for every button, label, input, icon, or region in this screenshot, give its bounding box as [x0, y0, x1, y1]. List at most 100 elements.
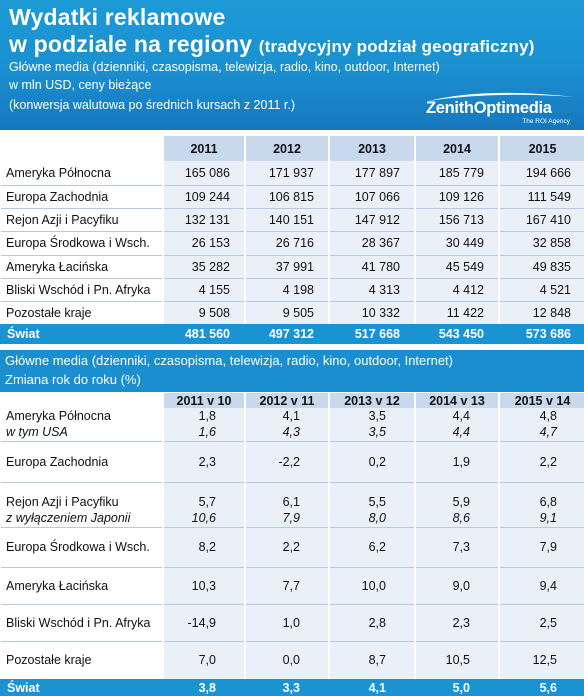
title-line2: w podziale na regiony (tradycyjny podzia… — [9, 31, 535, 58]
spend-header-row: 2011 2012 2013 2014 2015 — [1, 136, 584, 161]
cell-value: 109 126 — [415, 185, 499, 208]
cell-value: 49 835 — [499, 255, 584, 278]
cell-value: 1,6 — [163, 424, 245, 441]
total-label: Świat — [1, 679, 163, 696]
cell-value: 12 848 — [499, 301, 584, 324]
cell-value: 4 198 — [245, 278, 329, 301]
table-row: Ameryka Łacińska 35 282 37 991 41 780 45… — [1, 255, 584, 278]
table-row: Europa Zachodnia 109 244 106 815 107 066… — [1, 185, 584, 208]
total-row: Świat 481 560 497 312 517 668 543 450 57… — [1, 324, 584, 344]
cell-value: 177 897 — [329, 161, 415, 185]
cell-value: 4 521 — [499, 278, 584, 301]
table-row: Rejon Azji i Pacyfiku 132 131 140 151 14… — [1, 208, 584, 231]
row-label: z wyłączeniem Japonii — [1, 509, 163, 527]
change-table: 2011 v 10 2012 v 11 2013 v 12 2014 v 13 … — [0, 393, 584, 696]
table-row: Ameryka Łacińska 10,3 7,7 10,0 9,0 9,4 — [1, 567, 584, 604]
table-row: Rejon Azji i Pacyfiku 5,7 6,1 5,5 5,9 6,… — [1, 482, 584, 509]
cell-value: 10 332 — [329, 301, 415, 324]
column-header: 2013 v 12 — [329, 393, 415, 408]
row-label: Pozostałe kraje — [1, 641, 163, 679]
logo-agency: The ROI Agency — [522, 118, 570, 125]
cell-value: 8,2 — [163, 527, 245, 567]
cell-value: 9,4 — [499, 567, 584, 604]
table-row: w tym USA 1,6 4,3 3,5 4,4 4,7 — [1, 424, 584, 441]
cell-value: 8,6 — [415, 509, 499, 527]
cell-value: 2,3 — [163, 441, 245, 482]
cell-value: 4,8 — [499, 408, 584, 424]
cell-value: 35 282 — [163, 255, 245, 278]
column-header: 2012 — [245, 136, 329, 161]
total-value: 543 450 — [415, 324, 499, 344]
cell-value: 111 549 — [499, 185, 584, 208]
column-header: 2014 v 13 — [415, 393, 499, 408]
cell-value: 171 937 — [245, 161, 329, 185]
row-label: Ameryka Północna — [1, 161, 163, 185]
cell-value: 165 086 — [163, 161, 245, 185]
cell-value: 5,5 — [329, 482, 415, 509]
cell-value: 4,4 — [415, 408, 499, 424]
table-row: Pozostałe kraje 7,0 0,0 8,7 10,5 12,5 — [1, 641, 584, 679]
table-row: Ameryka Północna 1,8 4,1 3,5 4,4 4,8 — [1, 408, 584, 424]
cell-value: 4 313 — [329, 278, 415, 301]
total-value: 4,1 — [329, 679, 415, 696]
cell-value: 1,9 — [415, 441, 499, 482]
table-row: Bliski Wschód i Pn. Afryka -14,9 1,0 2,8… — [1, 604, 584, 641]
table-row: Europa Zachodnia 2,3 -2,2 0,2 1,9 2,2 — [1, 441, 584, 482]
table-row: Europa Środkowa i Wsch. 8,2 2,2 6,2 7,3 … — [1, 527, 584, 567]
logo-name: ZenithOptimedia — [426, 99, 552, 118]
change-header-row: 2011 v 10 2012 v 11 2013 v 12 2014 v 13 … — [1, 393, 584, 408]
cell-value: 10,3 — [163, 567, 245, 604]
cell-value: 185 779 — [415, 161, 499, 185]
cell-value: 28 367 — [329, 231, 415, 255]
cell-value: 1,8 — [163, 408, 245, 424]
header-banner: Wydatki reklamowe w podziale na regiony … — [0, 0, 584, 130]
cell-value: -14,9 — [163, 604, 245, 641]
cell-value: 4,1 — [245, 408, 329, 424]
cell-value: 5,9 — [415, 482, 499, 509]
row-label: Ameryka Łacińska — [1, 255, 163, 278]
cell-value: 5,7 — [163, 482, 245, 509]
cell-value: 109 244 — [163, 185, 245, 208]
cell-value: 2,3 — [415, 604, 499, 641]
total-value: 481 560 — [163, 324, 245, 344]
row-label: Europa Środkowa i Wsch. — [1, 527, 163, 567]
total-value: 3,8 — [163, 679, 245, 696]
column-header: 2011 v 10 — [163, 393, 245, 408]
row-label: Ameryka Łacińska — [1, 567, 163, 604]
subtitle-media: Główne media (dzienniki, czasopisma, tel… — [9, 60, 440, 74]
change-section-header: Główne media (dzienniki, czasopisma, tel… — [0, 350, 584, 392]
cell-value: 10,6 — [163, 509, 245, 527]
table-row: Pozostałe kraje 9 508 9 505 10 332 11 42… — [1, 301, 584, 324]
cell-value: 4 412 — [415, 278, 499, 301]
cell-value: 26 153 — [163, 231, 245, 255]
cell-value: 4,7 — [499, 424, 584, 441]
cell-value: 32 858 — [499, 231, 584, 255]
cell-value: 6,2 — [329, 527, 415, 567]
cell-value: 30 449 — [415, 231, 499, 255]
cell-value: 194 666 — [499, 161, 584, 185]
cell-value: 147 912 — [329, 208, 415, 231]
cell-value: 11 422 — [415, 301, 499, 324]
cell-value: 41 780 — [329, 255, 415, 278]
change-media-line: Główne media (dzienniki, czasopisma, tel… — [5, 353, 453, 368]
cell-value: 37 991 — [245, 255, 329, 278]
cell-value: 2,5 — [499, 604, 584, 641]
column-header: 2011 — [163, 136, 245, 161]
row-label: w tym USA — [1, 424, 163, 441]
cell-value: 106 815 — [245, 185, 329, 208]
cell-value: 107 066 — [329, 185, 415, 208]
cell-value: 2,8 — [329, 604, 415, 641]
cell-value: 1,0 — [245, 604, 329, 641]
column-header: 2012 v 11 — [245, 393, 329, 408]
cell-value: 2,2 — [245, 527, 329, 567]
total-value: 497 312 — [245, 324, 329, 344]
row-label: Europa Zachodnia — [1, 441, 163, 482]
cell-value: 8,0 — [329, 509, 415, 527]
row-label: Europa Zachodnia — [1, 185, 163, 208]
cell-value: 3,5 — [329, 408, 415, 424]
cell-value: 8,7 — [329, 641, 415, 679]
change-unit-line: Zmiana rok do roku (%) — [5, 372, 141, 387]
cell-value: 4 155 — [163, 278, 245, 301]
cell-value: 12,5 — [499, 641, 584, 679]
row-label: Rejon Azji i Pacyfiku — [1, 208, 163, 231]
